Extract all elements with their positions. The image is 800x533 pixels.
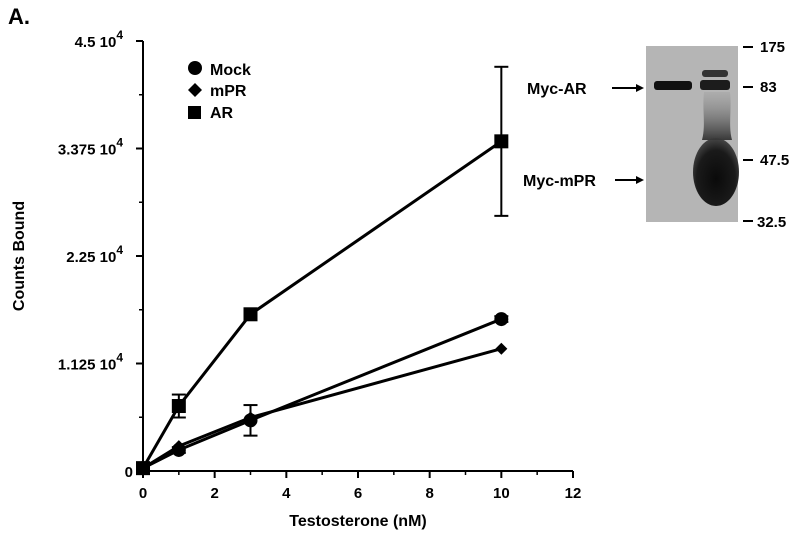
x-tick-label: 12: [565, 485, 582, 502]
x-tick-label: 10: [493, 485, 510, 502]
series-line: [142, 317, 502, 470]
series-line: [142, 347, 502, 470]
data-point: [243, 307, 258, 322]
series-mock: [136, 312, 509, 476]
legend-label-mock: Mock: [210, 62, 251, 79]
x-tick-label: 4: [282, 485, 291, 502]
y-axis-title: Counts Bound: [11, 201, 28, 311]
data-point: [494, 134, 509, 149]
blot-marker-175: 175: [760, 39, 785, 56]
x-tick-label: 2: [210, 485, 218, 502]
chart-legend: Mock mPR AR: [188, 61, 251, 122]
data-point: [494, 312, 509, 327]
legend-label-mpr: mPR: [210, 83, 247, 100]
blot-marker-32-5: 32.5: [757, 214, 786, 231]
y-tick-label: 0: [125, 464, 133, 481]
blot-smear-tail: [702, 92, 732, 140]
legend-label-ar: AR: [210, 105, 234, 122]
x-tick-label: 0: [139, 485, 147, 502]
x-tick-label: 8: [425, 485, 433, 502]
line-chart: 0 2 4 6 8 10 12 0 1.125 104 2.25 104 3.375 104 4.5 …: [11, 28, 581, 530]
x-axis-title: Testosterone (nM): [289, 513, 426, 530]
y-tick-label: 3.375 104: [58, 136, 123, 159]
blot-band-mpr-dimer: [700, 80, 730, 90]
data-point: [136, 461, 150, 476]
legend-marker-mock: [188, 61, 202, 75]
blot-label-myc-mpr: Myc-mPR: [523, 173, 596, 190]
blot-label-myc-ar: Myc-AR: [527, 81, 587, 98]
data-point: [171, 399, 186, 414]
series-line: [141, 140, 503, 469]
legend-marker-mpr: [188, 83, 202, 97]
series-mpr: [137, 342, 508, 475]
blot-marker-83: 83: [760, 79, 777, 96]
panel-label: A.: [8, 4, 30, 29]
blot-arrowhead-myc-mpr: [636, 176, 644, 184]
series-ar: [136, 65, 509, 476]
y-tick-label: 2.25 104: [66, 243, 123, 266]
x-tick-label: 6: [354, 485, 362, 502]
y-tick-label: 1.125 104: [58, 351, 123, 374]
blot-band-ar: [654, 81, 692, 90]
western-blot-inset: Myc-AR Myc-mPR 175 83 47.5 32.5: [523, 39, 789, 231]
blot-band-mpr: [693, 138, 739, 206]
legend-marker-ar: [188, 106, 201, 119]
blot-marker-47-5: 47.5: [760, 152, 789, 169]
blot-arrowhead-myc-ar: [636, 84, 644, 92]
blot-band-upper: [702, 70, 728, 77]
data-point: [172, 440, 185, 453]
y-tick-label: 4.5 104: [75, 28, 124, 51]
data-point: [244, 411, 257, 424]
data-point: [495, 342, 508, 355]
